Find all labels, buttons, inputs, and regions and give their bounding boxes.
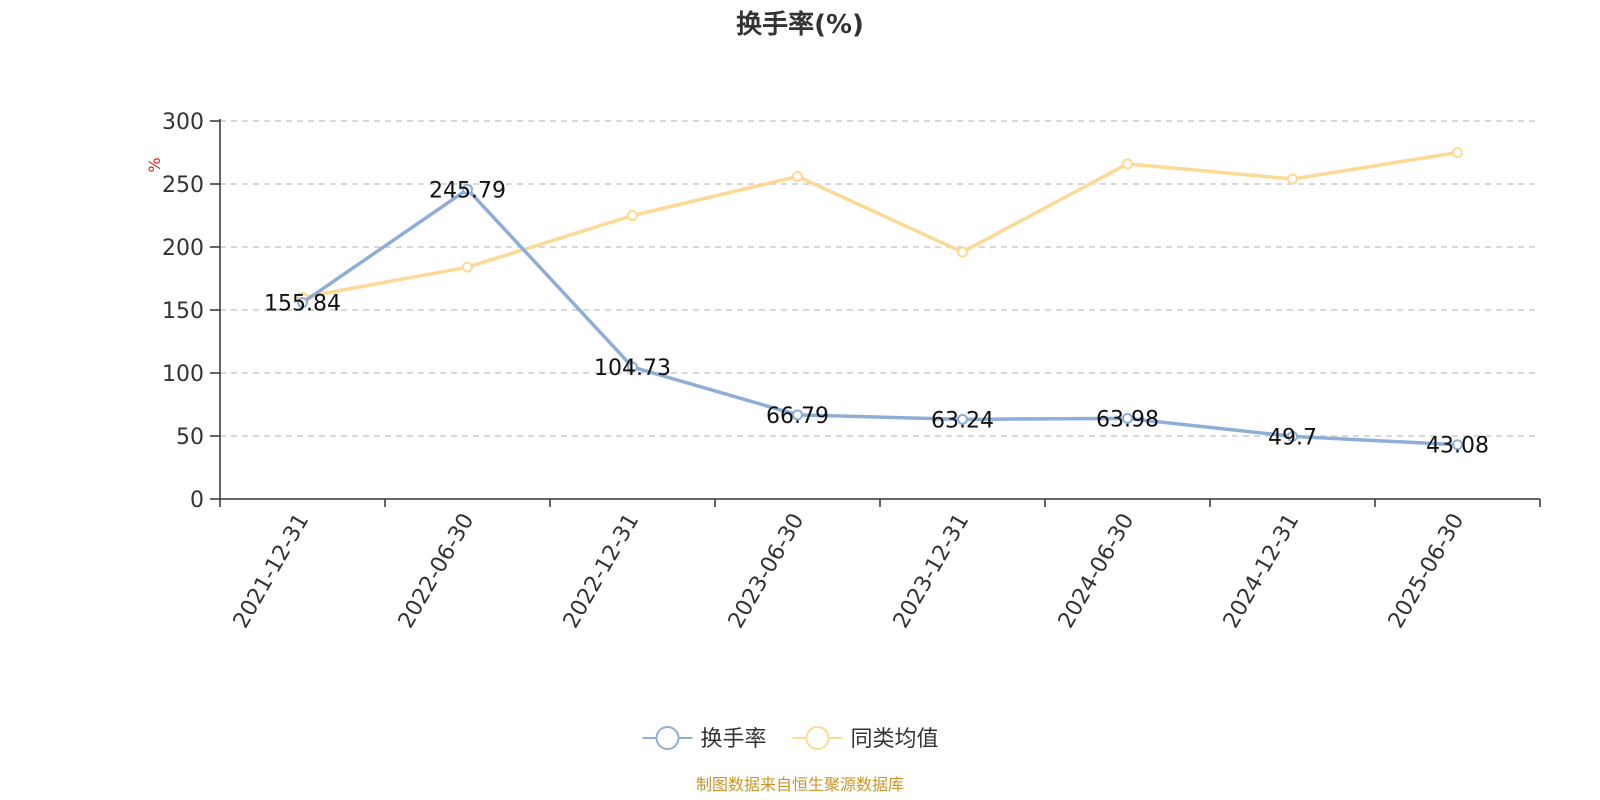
y-tick-label: 300	[162, 110, 204, 135]
legend: 换手率 同类均值	[642, 726, 939, 752]
data-point	[627, 361, 638, 373]
data-label: 63.98	[1096, 407, 1159, 432]
data-point	[297, 297, 308, 309]
data-point	[1287, 173, 1298, 185]
data-point	[1287, 430, 1298, 442]
y-tick-label: 150	[162, 299, 204, 324]
y-tick-label: 0	[190, 488, 204, 513]
legend-marker	[655, 726, 680, 750]
data-label: 49.7	[1268, 425, 1317, 450]
x-axis-ticks: 2021-12-31 2022-06-30 2022-12-31 2023-06-30…	[219, 499, 1541, 633]
y-tick-label: 100	[162, 362, 204, 387]
series-line	[302, 150, 1458, 300]
data-point	[1452, 147, 1463, 158]
series-line	[301, 187, 1458, 447]
data-point	[627, 210, 638, 221]
series-group	[297, 147, 1463, 451]
gridlines	[220, 120, 1540, 437]
data-point	[1122, 158, 1133, 170]
axes	[219, 119, 1540, 500]
x-tick-label: 2024-12-31	[1219, 509, 1305, 632]
data-label: 63.24	[931, 408, 994, 433]
y-tick-label: 50	[176, 425, 204, 450]
x-tick-label: 2022-12-31	[559, 509, 645, 632]
data-label: 245.79	[429, 178, 506, 203]
data-point	[957, 246, 968, 258]
data-label: 104.73	[594, 356, 671, 381]
data-labels: 155.84 245.79 104.73 66.79 63.24 63.98 49.7 43.…	[264, 178, 1489, 458]
data-label: 66.79	[766, 404, 829, 429]
x-tick-label: 2022-06-30	[394, 509, 480, 632]
data-point	[462, 183, 473, 195]
x-tick-label: 2024-06-30	[1054, 509, 1140, 632]
data-point	[792, 170, 803, 182]
x-tick-label: 2021-12-31	[229, 509, 315, 632]
y-axis-unit: %	[145, 157, 164, 172]
legend-label: 换手率	[701, 727, 767, 752]
y-axis-ticks: 0 50 100 150 200 250 300	[162, 110, 220, 513]
data-label: 43.08	[1426, 434, 1489, 459]
y-tick-label: 200	[162, 236, 204, 261]
data-point	[1452, 439, 1463, 451]
x-tick-label: 2023-06-30	[724, 509, 810, 632]
x-tick-label: 2025-06-30	[1384, 509, 1470, 632]
data-point	[1122, 412, 1133, 424]
x-tick-label: 2023-12-31	[889, 509, 975, 632]
legend-label: 同类均值	[851, 727, 939, 752]
data-label: 155.84	[264, 292, 341, 317]
data-point	[957, 413, 968, 425]
data-point	[792, 409, 803, 421]
source-note: 制图数据来自恒生聚源数据库	[696, 775, 904, 794]
legend-marker	[805, 726, 830, 750]
y-tick-label: 250	[162, 173, 204, 198]
data-point	[462, 261, 473, 273]
chart-title: 换手率(%)	[736, 9, 864, 40]
